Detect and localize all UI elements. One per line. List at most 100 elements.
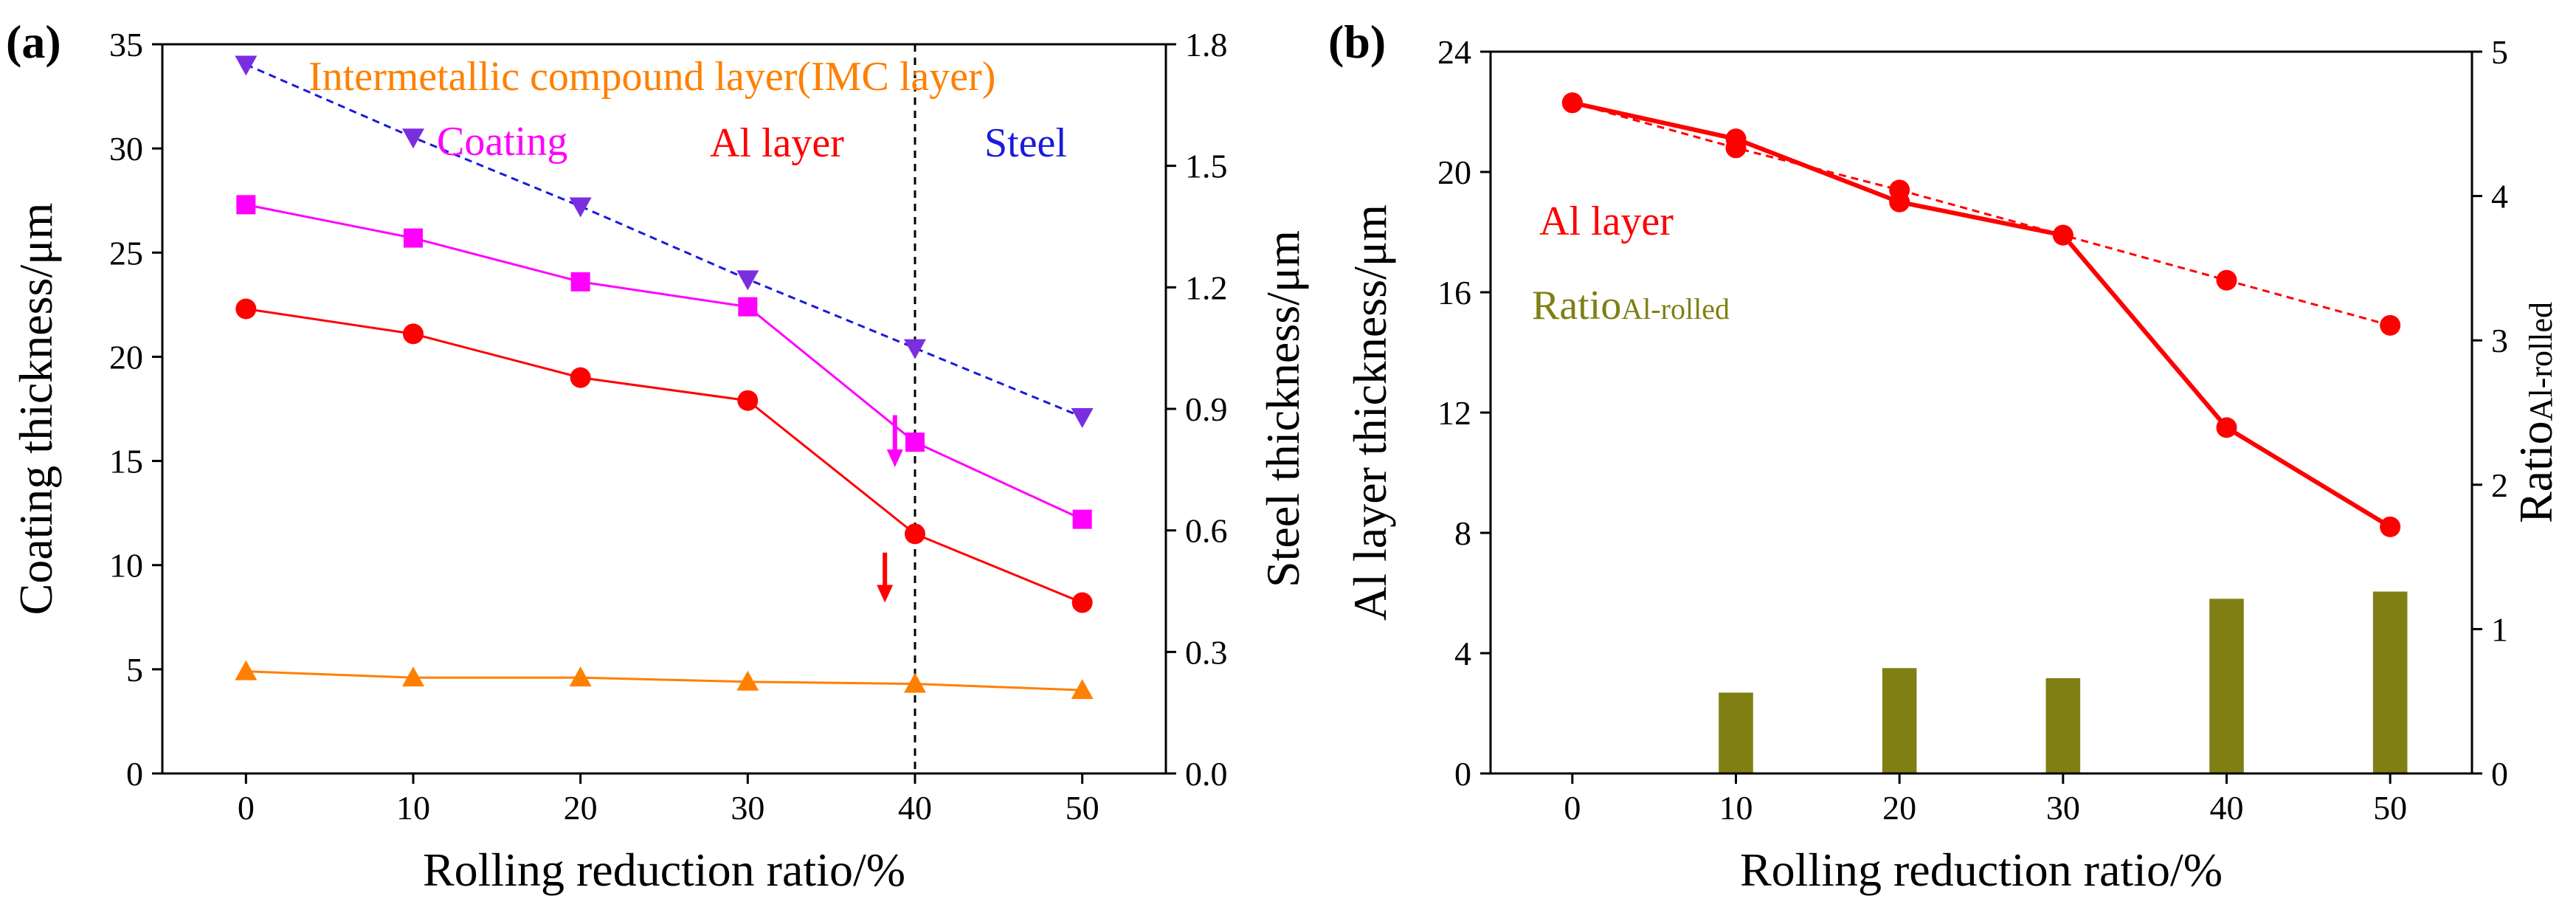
- panel-a-xtick-label: 20: [564, 789, 598, 827]
- panel-a-point-0: [235, 55, 258, 76]
- panel-a-ytick-right-label: 0.0: [1185, 755, 1228, 793]
- panel-b-xtick-label: 30: [2046, 789, 2080, 827]
- panel-a-point-1: [570, 272, 590, 292]
- panel-b-ylabel: Al layer thickness/μm: [1344, 204, 1396, 621]
- panel-b-xtick-label: 0: [1564, 789, 1581, 827]
- panel-b-ytick-right-label: 2: [2491, 466, 2508, 504]
- panel-a-point-3: [402, 666, 424, 687]
- panel-b-label: (b): [1328, 15, 1386, 68]
- panel-a-xtick-label: 40: [898, 789, 932, 827]
- panel-a-ytick-label: 10: [109, 547, 143, 585]
- panel-b-series-line-0: [1572, 100, 2392, 529]
- panel-b-bar: [2372, 591, 2408, 773]
- panel-b-xtick-label: 20: [1882, 789, 1916, 827]
- panel-b-ytick-label: 12: [1437, 394, 1471, 432]
- panel-b-point-1: [1561, 92, 1583, 114]
- panel-a-point-0: [1071, 407, 1094, 428]
- panel-a-point-1: [236, 195, 256, 215]
- panel-a-point-0: [736, 270, 759, 291]
- panel-a-point-1: [905, 432, 925, 452]
- panel-a-legend-imc: Intermetallic compound layer(IMC layer): [308, 54, 995, 100]
- panel-a-point-3: [736, 670, 759, 691]
- panel-b-series-line-1: [1572, 101, 2391, 327]
- panel-a-ytick-label: 0: [126, 755, 143, 793]
- panel-a: (a) 0 10 20 30 40 50 0 5 10 15 20 25 30 35 0.0 0.3 0.6 0.…: [6, 15, 1309, 896]
- panel-b-point-1: [2052, 224, 2073, 246]
- panel-a-ytick-right-label: 1.5: [1185, 148, 1228, 185]
- panel-b-legend-ratio-sub: Al-rolled: [1621, 292, 1730, 325]
- panel-b-ylabel-right-main: Ratio: [2510, 421, 2562, 523]
- panel-b-ytick-right-label: 5: [2491, 33, 2508, 71]
- panel-b-plot-frame: [1489, 50, 2473, 775]
- panel-a-point-3: [904, 672, 926, 693]
- panel-a-xtick-label: 10: [396, 789, 430, 827]
- panel-b-ytick-right-label: 1: [2491, 610, 2508, 648]
- panel-b-ytick-right-label: 3: [2491, 322, 2508, 359]
- panel-a-point-2: [235, 298, 257, 320]
- panel-b-bar: [2045, 678, 2081, 773]
- panel-a-point-0: [904, 339, 926, 359]
- panel-a-ytick-right-label: 1.8: [1185, 26, 1228, 63]
- panel-a-ytick-label: 25: [109, 234, 143, 272]
- panel-b-point-1: [1889, 179, 1910, 201]
- panel-a-point-0: [569, 197, 592, 218]
- panel-a-xlabel: Rolling reduction ratio/%: [423, 844, 905, 896]
- panel-b-xtick-label: 50: [2373, 789, 2407, 827]
- panel-a-ytick-label: 30: [109, 130, 143, 168]
- panel-b-ytick-label: 16: [1437, 274, 1471, 311]
- panel-a-ytick-right-label: 0.6: [1185, 512, 1228, 550]
- panel-a-series-line-1: [246, 203, 1083, 520]
- panel-a-arrow-head: [877, 585, 894, 603]
- panel-b-point-1: [1725, 137, 1747, 159]
- panel-a-ylabel-right: Steel thickness/μm: [1257, 230, 1309, 587]
- panel-b-xtick-label: 10: [1719, 789, 1753, 827]
- panel-a-point-1: [404, 228, 423, 248]
- panel-a-xtick-label: 0: [238, 789, 255, 827]
- panel-a-point-1: [738, 297, 758, 317]
- panel-b-bar: [1882, 668, 1917, 773]
- panel-b-point-1: [2216, 269, 2237, 291]
- panel-a-point-0: [402, 128, 424, 149]
- panel-b-point-0: [2380, 516, 2401, 537]
- panel-b-ytick-label: 24: [1437, 33, 1471, 71]
- panel-a-point-3: [1071, 679, 1094, 700]
- panel-a-point-2: [737, 390, 759, 411]
- panel-a-series-line-2: [246, 308, 1083, 604]
- panel-a-legend-steel: Steel: [984, 120, 1067, 166]
- panel-a-xtick-label: 50: [1066, 789, 1099, 827]
- panel-a-ytick-label: 5: [126, 651, 143, 689]
- panel-a-ytick-label: 20: [109, 338, 143, 376]
- panel-a-point-2: [905, 523, 925, 545]
- panel-a-series-line-0: [245, 63, 1083, 418]
- panel-a-ytick-label: 15: [109, 443, 143, 480]
- panel-a-point-2: [403, 323, 424, 345]
- panel-a-arrow-head: [886, 449, 903, 468]
- panel-a-ytick-right-label: 0.9: [1185, 390, 1228, 428]
- panel-a-point-3: [569, 666, 592, 687]
- panel-a-legend-al: Al layer: [710, 120, 844, 166]
- panel-a-legend-coating: Coating: [437, 119, 567, 165]
- panel-b-xlabel: Rolling reduction ratio/%: [1740, 844, 2223, 896]
- panel-a-point-1: [1072, 509, 1092, 529]
- panel-b-legend-ratio-main: Ratio: [1532, 283, 1621, 328]
- panel-a-ytick-right-label: 1.2: [1185, 269, 1228, 306]
- panel-b-bar: [2209, 599, 2244, 773]
- panel-b-point-1: [2380, 314, 2401, 336]
- panel-b-xtick-label: 40: [2210, 789, 2244, 827]
- panel-b-ylabel-right: RatioAl-rolled: [2510, 302, 2562, 523]
- panel-b-ylabel-right-sub: Al-rolled: [2523, 302, 2559, 421]
- panel-a-series-line-3: [246, 670, 1082, 692]
- panel-b-ytick-right-label: 0: [2491, 755, 2508, 793]
- panel-a-point-3: [235, 660, 258, 680]
- panel-a-ytick-right-label: 0.3: [1185, 633, 1228, 671]
- panel-b-legend-al: Al layer: [1539, 199, 1674, 244]
- panel-b-ytick-label: 4: [1454, 635, 1471, 672]
- panel-b-ytick-label: 0: [1454, 755, 1471, 793]
- panel-b-ytick-label: 8: [1454, 514, 1471, 552]
- panel-a-ylabel: Coating thickness/μm: [10, 203, 62, 616]
- panel-b-bar: [1719, 692, 1753, 773]
- panel-a-label: (a): [6, 15, 61, 68]
- panel-b-ytick-right-label: 4: [2491, 178, 2508, 216]
